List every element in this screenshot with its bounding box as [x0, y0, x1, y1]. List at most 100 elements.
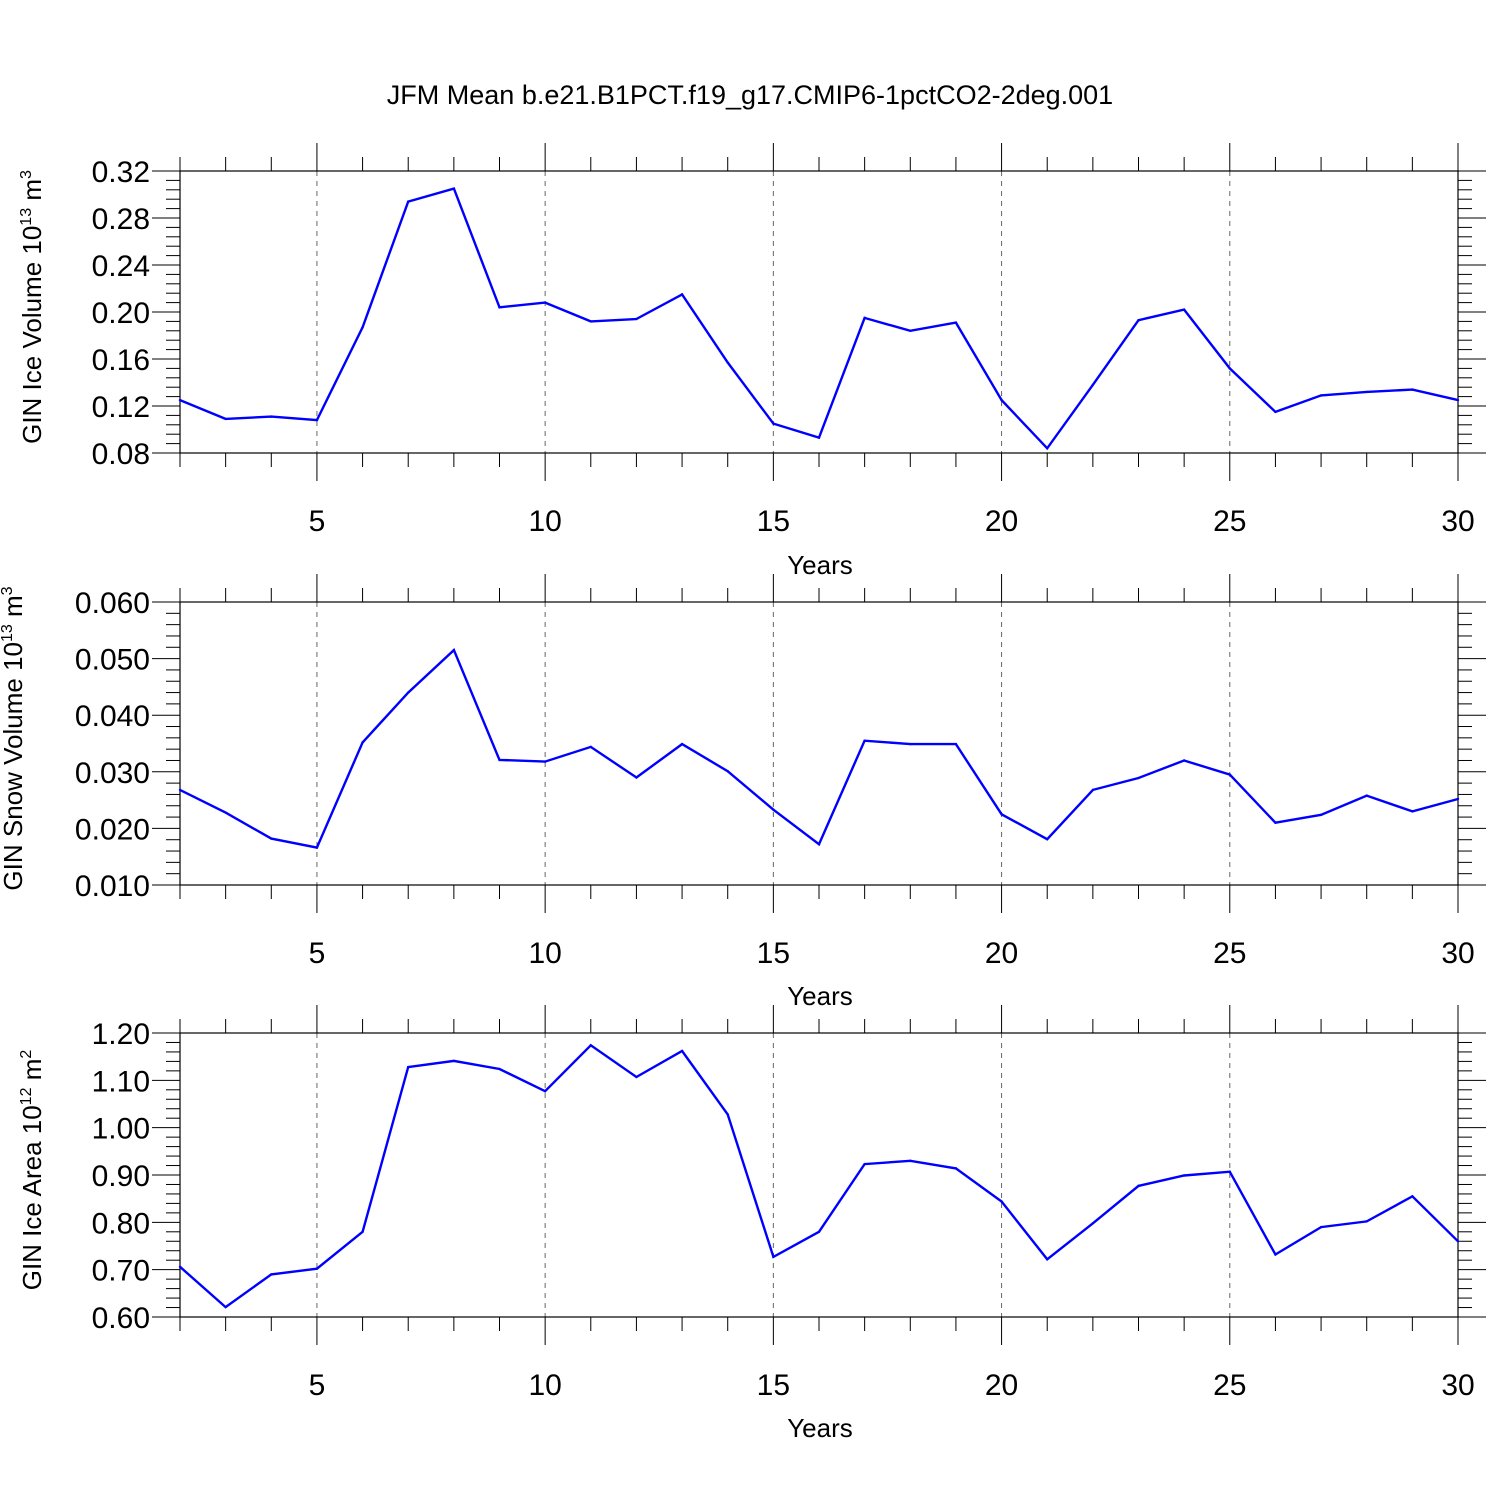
- data-point: [909, 329, 912, 332]
- data-point: [270, 415, 273, 418]
- y-tick-label: 0.050: [75, 644, 150, 677]
- y-tick-label: 0.020: [75, 813, 150, 846]
- x-tick-label: 10: [528, 937, 561, 970]
- y-tick-label: 0.060: [75, 587, 150, 620]
- data-point: [772, 808, 775, 811]
- data-point: [361, 741, 364, 744]
- data-point: [498, 306, 501, 309]
- data-point: [498, 1067, 501, 1071]
- data-point: [863, 316, 866, 320]
- data-point: [1411, 1195, 1414, 1198]
- data-point: [680, 1049, 684, 1053]
- data-point: [1274, 410, 1277, 414]
- data-point: [452, 187, 456, 190]
- plot-frame: [179, 1032, 1459, 1318]
- data-point: [589, 320, 592, 323]
- data-point: [1228, 1170, 1231, 1173]
- x-tick-label: 25: [1213, 937, 1246, 970]
- data-point: [909, 1159, 912, 1163]
- y-tick-label: 1.10: [92, 1065, 150, 1098]
- data-point: [772, 422, 775, 425]
- data-point: [1319, 813, 1323, 817]
- data-point: [543, 760, 547, 763]
- data-point: [1319, 394, 1323, 397]
- data-point: [1137, 776, 1140, 780]
- x-tick-label: 20: [985, 1369, 1018, 1402]
- y-tick-label: 0.12: [92, 391, 150, 424]
- data-point: [178, 788, 182, 792]
- y-tick-label: 1.20: [92, 1018, 150, 1051]
- data-point: [178, 1265, 182, 1269]
- y-tick-label: 0.16: [92, 344, 150, 377]
- data-point: [863, 739, 866, 742]
- data-point: [1456, 797, 1460, 801]
- data-point: [452, 1059, 456, 1063]
- data-point: [1274, 1253, 1277, 1256]
- y-tick-label: 0.24: [92, 250, 150, 283]
- data-point: [407, 200, 410, 203]
- data-point: [270, 837, 273, 840]
- x-tick-label: 30: [1441, 1369, 1474, 1402]
- data-point: [178, 398, 182, 402]
- data-point: [315, 418, 319, 422]
- y-tick-label: 0.010: [75, 870, 150, 903]
- data-point: [1274, 821, 1277, 824]
- data-point: [224, 811, 227, 814]
- y-tick-label: 0.030: [75, 757, 150, 790]
- x-axis-title: Years: [787, 550, 853, 580]
- y-tick-label: 0.040: [75, 700, 150, 733]
- data-point: [817, 843, 821, 846]
- data-point: [772, 1255, 775, 1259]
- data-point: [589, 1044, 592, 1047]
- data-point: [1319, 1225, 1323, 1229]
- panel-2: 0.010 0.020 0.030 0.040 0.050 0.060 5 10 15 20 25 3…: [0, 574, 1486, 1011]
- data-point: [1365, 1220, 1368, 1223]
- y-tick-label: 1.00: [92, 1113, 150, 1146]
- data-point: [726, 361, 729, 364]
- x-tick-label: 15: [757, 1369, 790, 1402]
- series-line: [179, 1043, 1459, 1309]
- data-point: [1228, 367, 1231, 370]
- data-point: [1365, 390, 1368, 394]
- x-tick-label: 15: [757, 505, 790, 538]
- x-tick-label: 30: [1441, 505, 1474, 538]
- data-point: [1000, 813, 1003, 816]
- data-point: [361, 326, 364, 329]
- data-point: [635, 317, 638, 321]
- x-tick-label: 5: [309, 505, 326, 538]
- data-point: [1046, 1258, 1049, 1261]
- x-tick-label: 20: [985, 505, 1018, 538]
- data-point: [407, 1065, 410, 1069]
- panel-1: 0.08 0.12 0.16 0.20 0.24 0.28 0.32 5 10 15 20 25 30 Y…: [17, 143, 1486, 580]
- data-point: [954, 321, 958, 324]
- x-tick-label: 25: [1213, 505, 1246, 538]
- x-tick-label: 30: [1441, 937, 1474, 970]
- data-point: [315, 846, 319, 849]
- data-point: [817, 436, 821, 439]
- x-tick-label: 15: [757, 937, 790, 970]
- y-tick-label: 0.08: [92, 438, 150, 471]
- data-point: [407, 691, 410, 694]
- data-point: [680, 293, 684, 296]
- plot-frame: [179, 170, 1459, 454]
- data-point: [1182, 308, 1186, 311]
- y-tick-label: 0.90: [92, 1160, 150, 1193]
- data-point: [589, 745, 592, 749]
- data-point: [1091, 1222, 1095, 1225]
- data-point: [954, 742, 958, 746]
- data-point: [1365, 794, 1368, 797]
- y-tick-label: 0.60: [92, 1302, 150, 1335]
- x-tick-label: 10: [528, 1369, 561, 1402]
- data-point: [1456, 1240, 1460, 1243]
- data-point: [270, 1273, 273, 1276]
- x-tick-label: 5: [309, 937, 326, 970]
- data-point: [954, 1167, 958, 1170]
- data-point: [635, 1075, 638, 1079]
- figure-title: JFM Mean b.e21.B1PCT.f19_g17.CMIP6-1pctC…: [386, 80, 1114, 110]
- x-tick-label: 25: [1213, 1369, 1246, 1402]
- data-point: [1000, 398, 1003, 402]
- data-point: [1137, 1184, 1140, 1188]
- data-point: [726, 770, 729, 773]
- x-tick-label: 10: [528, 505, 561, 538]
